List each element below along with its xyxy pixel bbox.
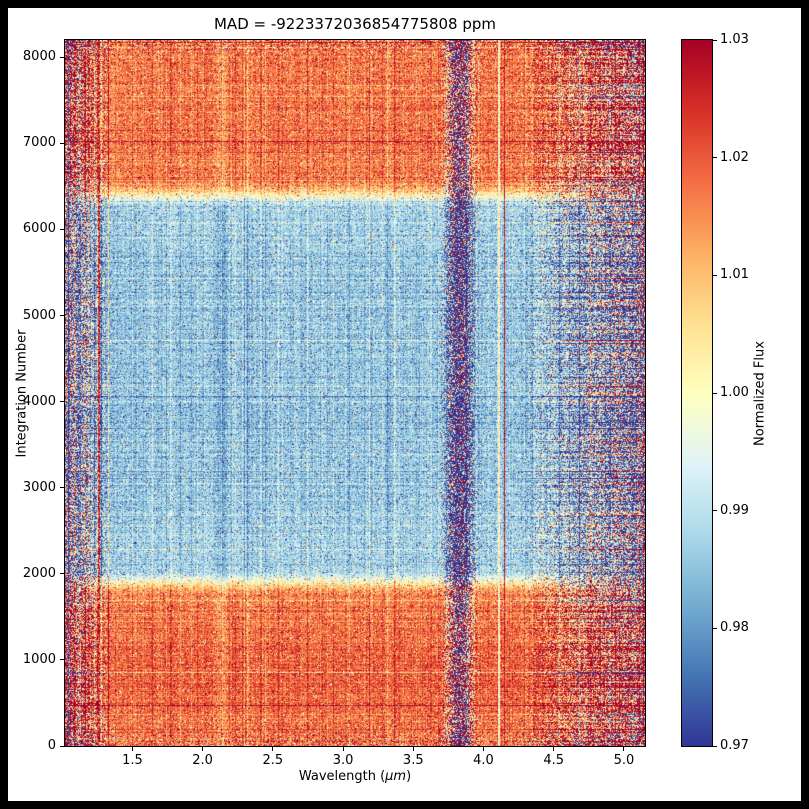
y-tick-mark [60, 315, 64, 316]
y-tick-label: 1000 [22, 651, 56, 667]
colorbar-gradient [681, 39, 713, 747]
colorbar-tick-mark [713, 157, 717, 159]
x-tick-mark [272, 747, 274, 751]
x-axis-label-unit: μm [385, 769, 407, 784]
colorbar-tick-mark [713, 510, 717, 512]
figure: MAD = -9223372036854775808 ppm Wavelengt… [8, 8, 801, 801]
colorbar-tick-label: 1.02 [720, 149, 749, 165]
colorbar-tick-mark [713, 627, 717, 629]
x-tick-mark [202, 747, 204, 751]
colorbar-tick-mark [713, 39, 717, 41]
y-tick-label: 4000 [22, 393, 56, 409]
colorbar-tick-mark [713, 274, 717, 276]
x-tick-mark [623, 747, 625, 751]
x-axis-label-suffix: ) [406, 769, 412, 784]
x-tick-label: 1.5 [122, 753, 143, 768]
y-tick-label: 0 [47, 738, 56, 753]
colorbar-tick-label: 0.99 [720, 502, 749, 518]
colorbar-tick-label: 0.97 [720, 738, 749, 753]
x-tick-label: 2.0 [192, 753, 213, 768]
x-tick-label: 2.5 [262, 753, 284, 768]
y-tick-mark [60, 745, 64, 747]
y-tick-mark [60, 228, 64, 230]
colorbar-tick-label: 0.98 [720, 620, 749, 636]
x-tick-mark [412, 747, 414, 751]
x-tick-mark [553, 747, 555, 751]
y-tick-mark [60, 487, 64, 489]
y-tick-mark [60, 142, 64, 144]
colorbar-tick-label: 1.00 [720, 385, 749, 400]
x-tick-label: 4.0 [473, 753, 494, 768]
y-tick-mark [60, 659, 64, 661]
x-tick-label: 3.5 [402, 753, 424, 768]
x-tick-mark [131, 747, 133, 751]
x-tick-mark [482, 747, 484, 751]
y-tick-mark [60, 573, 64, 575]
y-tick-label: 6000 [22, 221, 56, 237]
heatmap-canvas [64, 39, 646, 747]
x-tick-label: 5.0 [613, 753, 635, 768]
y-tick-label: 5000 [22, 307, 56, 323]
y-tick-label: 7000 [22, 135, 56, 151]
y-tick-mark [60, 56, 64, 58]
colorbar-tick-mark [713, 745, 717, 747]
x-axis-label-prefix: Wavelength ( [298, 769, 386, 784]
colorbar-tick-mark [713, 392, 717, 394]
y-tick-mark [60, 401, 64, 403]
plot-title: MAD = -9223372036854775808 ppm [213, 15, 497, 33]
x-axis-label: Wavelength (μm) [65, 769, 645, 784]
y-tick-label: 2000 [22, 565, 56, 581]
y-tick-label: 3000 [22, 479, 56, 495]
x-tick-label: 4.5 [543, 753, 565, 768]
x-tick-label: 3.0 [332, 753, 354, 768]
x-tick-mark [342, 747, 344, 751]
y-tick-label: 8000 [22, 49, 56, 65]
colorbar-tick-label: 1.03 [720, 32, 749, 47]
colorbar-tick-label: 1.01 [720, 267, 749, 283]
